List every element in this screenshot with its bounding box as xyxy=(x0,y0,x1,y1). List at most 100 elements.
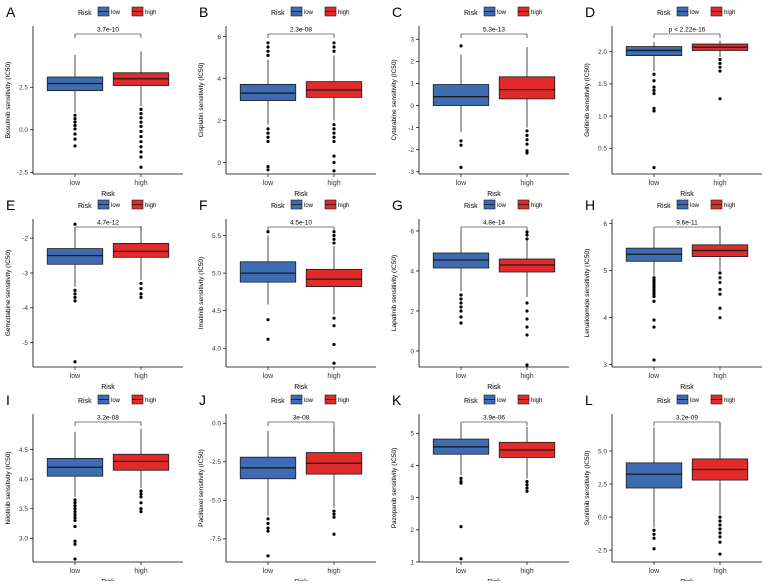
legend-label-low: low xyxy=(497,10,507,16)
outlier-point xyxy=(73,292,77,296)
y-tick-label: 1 xyxy=(410,81,414,88)
outlier-point xyxy=(73,127,77,131)
y-tick-label: 4.5 xyxy=(212,308,221,315)
outlier-point xyxy=(652,91,656,96)
x-axis-title: Risk xyxy=(487,384,501,391)
outlier-point xyxy=(459,293,463,297)
panel-letter: B xyxy=(199,4,208,20)
outlier-point xyxy=(266,135,270,139)
pvalue-label: 3.7e-10 xyxy=(97,27,119,34)
outlier-point xyxy=(525,129,529,133)
y-tick-label: 0.0 xyxy=(212,421,221,428)
outlier-point xyxy=(525,479,529,484)
y-tick-label: -7.5 xyxy=(210,536,222,543)
outlier-point xyxy=(525,233,529,237)
outlier-point xyxy=(139,165,143,169)
y-tick-label: 3 xyxy=(410,495,414,502)
outlier-point xyxy=(652,528,656,532)
x-tick-label-low: low xyxy=(70,373,81,380)
outlier-point xyxy=(652,106,656,110)
y-tick-label: 3 xyxy=(410,37,414,44)
x-tick-label-low: low xyxy=(263,568,274,575)
legend-label-high: high xyxy=(531,10,542,16)
outlier-point xyxy=(139,287,143,291)
outlier-point xyxy=(652,292,656,296)
box-body xyxy=(112,242,170,258)
y-tick-label: 6 xyxy=(410,228,414,235)
outlier-point xyxy=(652,276,656,280)
outlier-point xyxy=(332,509,336,513)
outlier-point xyxy=(139,107,143,111)
box-body xyxy=(305,268,363,288)
outlier-point xyxy=(525,301,529,305)
outlier-point xyxy=(139,129,143,134)
outlier-point xyxy=(652,318,656,322)
x-axis-title: Risk xyxy=(101,384,115,391)
outlier-point xyxy=(266,41,270,45)
panel-c: C Risk low high -3 -2 -1 0 1 2 3 Cytarabine sensiti… xyxy=(391,4,569,198)
legend-label-low: low xyxy=(111,203,121,209)
y-tick-label: -4 xyxy=(22,305,28,312)
outlier-point xyxy=(718,271,722,275)
outlier-point xyxy=(332,123,336,127)
panel-b: B Risk low high 0 2 4 6 Cisplatin sensitivity (I… xyxy=(198,4,376,198)
outlier-point xyxy=(459,309,463,313)
outlier-point xyxy=(139,150,143,154)
x-axis-title: Risk xyxy=(680,384,694,391)
x-tick-label-low: low xyxy=(263,180,274,187)
box-low xyxy=(239,430,297,558)
outlier-point xyxy=(139,507,143,511)
x-tick-label-high: high xyxy=(713,568,726,575)
outlier-point xyxy=(332,324,336,328)
panel-j: J Risk low high -7.5 -5.0 -2.5 0.0 Paclitaxel se… xyxy=(198,392,376,586)
y-tick-label: -3 xyxy=(408,169,414,176)
outlier-point xyxy=(652,532,656,536)
x-tick-label-low: low xyxy=(70,568,81,575)
box-high xyxy=(498,426,556,493)
y-tick-label: 2 xyxy=(410,308,414,315)
outlier-point xyxy=(718,97,722,101)
outlier-point xyxy=(652,299,656,303)
outlier-point xyxy=(139,112,143,116)
outlier-point xyxy=(73,222,77,226)
legend-title: Risk xyxy=(657,10,671,17)
outlier-point xyxy=(652,85,656,89)
outlier-point xyxy=(459,139,463,143)
outlier-point xyxy=(652,72,656,76)
outlier-point xyxy=(718,57,722,62)
y-tick-label: -5 xyxy=(22,340,28,347)
y-axis-title: Cisplatin sensitivity (IC50) xyxy=(198,63,205,138)
x-tick-label-high: high xyxy=(134,568,147,575)
outlier-point xyxy=(73,542,77,546)
x-tick-label-low: low xyxy=(649,568,660,575)
box-low xyxy=(432,44,490,169)
y-tick-label: 4.0 xyxy=(19,476,28,483)
outlier-point xyxy=(73,557,77,561)
outlier-point xyxy=(73,507,77,511)
box-high xyxy=(498,230,556,367)
pvalue-label: p < 2.22e-16 xyxy=(669,27,706,34)
pvalue-label: 4.8e-14 xyxy=(483,220,505,227)
x-axis-title: Risk xyxy=(487,191,501,198)
outlier-point xyxy=(266,49,270,53)
outlier-point xyxy=(525,133,529,137)
outlier-point xyxy=(73,510,77,514)
y-tick-label: -3 xyxy=(22,270,28,277)
legend-title: Risk xyxy=(464,203,478,210)
legend-label-high: high xyxy=(145,203,156,209)
outlier-point xyxy=(525,483,529,487)
panel-a: A Risk low high -2.5 0.0 2.5 Bosutinib sensitiv… xyxy=(5,4,183,198)
legend-label-high: high xyxy=(531,203,542,209)
outlier-point xyxy=(139,116,143,120)
outlier-point xyxy=(718,276,722,280)
outlier-point xyxy=(332,49,336,53)
x-tick-label-low: low xyxy=(649,180,660,187)
panel-i: I Risk low high 3.0 3.5 4.0 4.5 Nilotinib sensit… xyxy=(5,392,183,586)
y-tick-label: 4 xyxy=(603,315,607,322)
box-low xyxy=(239,41,297,172)
y-axis-title: Pazopanib sensitivity (IC50) xyxy=(391,448,398,529)
legend-label-high: high xyxy=(724,10,735,16)
outlier-point xyxy=(139,124,143,128)
outlier-point xyxy=(266,127,270,131)
